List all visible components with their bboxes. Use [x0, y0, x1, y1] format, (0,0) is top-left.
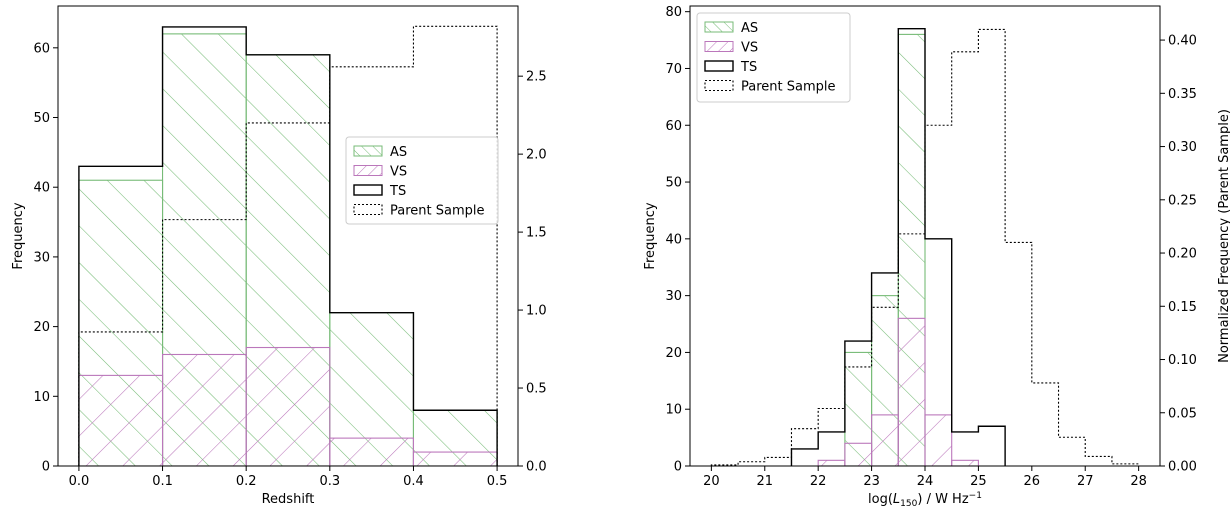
- y2-tick-label: 2.5: [526, 70, 547, 85]
- y-tick-label: 80: [665, 5, 682, 20]
- legend-label-vs: VS: [390, 165, 407, 180]
- legend-swatch-vs: [704, 41, 734, 52]
- x-tick-label: 0.1: [152, 474, 173, 489]
- x-axis-label-part: −1: [969, 491, 982, 501]
- legend-box: [696, 12, 851, 103]
- x-tick-label: 23: [863, 474, 880, 489]
- y-tick-label: 30: [665, 289, 682, 304]
- bar-vs: [817, 459, 846, 466]
- legend-swatch-ts: [704, 60, 734, 72]
- legend: AS VS TS Parent Sample: [345, 136, 499, 225]
- y-tick-label: 10: [665, 403, 682, 418]
- y-axis-label: Frequency: [643, 202, 658, 269]
- y-tick-label: 60: [33, 41, 50, 56]
- bar-vs: [844, 442, 873, 466]
- x-axis-label-part: 150: [900, 499, 917, 509]
- x-tick-label: 22: [810, 474, 827, 489]
- x-tick-label: 20: [703, 474, 720, 489]
- x-tick-label: 21: [756, 474, 773, 489]
- x-tick-label: 25: [970, 474, 987, 489]
- plot-area: [710, 28, 1140, 466]
- y-tick-label: 60: [665, 119, 682, 134]
- y-tick-label: 20: [33, 320, 50, 335]
- step-ts: [790, 28, 1006, 466]
- x-tick-label: 27: [1077, 474, 1094, 489]
- y2-tick-label: 0.35: [1168, 87, 1197, 102]
- y-tick-label: 50: [665, 176, 682, 191]
- x-tick-label: 0.3: [319, 474, 340, 489]
- legend-label-ts: TS: [389, 184, 406, 199]
- legend-label-vs: VS: [741, 41, 758, 56]
- y2-tick-label: 1.0: [526, 304, 547, 319]
- bar-vs: [871, 414, 899, 466]
- legend-swatch-parent-sample: [353, 203, 383, 216]
- bar-vs: [412, 451, 498, 466]
- y-tick-label: 0: [42, 460, 50, 475]
- y-tick-label: 30: [33, 250, 50, 265]
- y2-tick-label: 0.10: [1168, 353, 1197, 368]
- x-tick-label: 28: [1130, 474, 1147, 489]
- y-tick-label: 0: [674, 460, 682, 475]
- x-tick-label: 0.2: [236, 474, 257, 489]
- y2-tick-label: 0.25: [1168, 193, 1197, 208]
- y2-tick-label: 2.0: [526, 148, 547, 163]
- legend-swatch-parent-sample: [704, 79, 734, 92]
- legend-swatch-as: [353, 145, 383, 157]
- legend: AS VS TS Parent Sample: [696, 12, 851, 103]
- bar-vs: [245, 346, 331, 466]
- y2-tick-label: 0.0: [526, 460, 547, 475]
- legend-label-ts: TS: [740, 60, 757, 75]
- y2-tick-label: 0.5: [526, 382, 547, 397]
- y2-tick-label: 0.05: [1168, 406, 1197, 421]
- x-axis-label-part: L: [893, 492, 900, 507]
- x-axis-label-part: ) / W Hz: [917, 492, 968, 507]
- bar-vs: [78, 374, 164, 466]
- x-tick-label: 26: [1024, 474, 1041, 489]
- y2-tick-label: 0.00: [1168, 460, 1197, 475]
- x-tick-label: 0.0: [69, 474, 90, 489]
- y2-tick-label: 1.5: [526, 226, 547, 241]
- bar-vs: [951, 459, 979, 466]
- y2-tick-label: 0.20: [1168, 247, 1197, 262]
- x-tick-label: 24: [917, 474, 934, 489]
- step-parent-sample: [78, 25, 498, 466]
- y2-tick-label: 0.40: [1168, 34, 1197, 49]
- y-tick-label: 70: [665, 62, 682, 77]
- x-axis-label: Redshift: [262, 492, 315, 507]
- y-tick-label: 10: [33, 390, 50, 405]
- redshift-histogram-panel: 0.0 0.1 0.2 0.3 0.4 0.5 0 10 20 30 40 50 60 0.0 0.5 1.0…: [11, 5, 547, 507]
- x-tick-label: 0.4: [403, 474, 424, 489]
- bar-vs: [924, 414, 953, 466]
- plot-area: [78, 25, 498, 466]
- axes-frame: [57, 5, 519, 467]
- x-axis-label: log(L150) / W Hz−1: [868, 491, 982, 509]
- y-axis-label: Frequency: [11, 202, 26, 269]
- bar-vs: [161, 353, 247, 466]
- legend-swatch-as: [704, 21, 734, 33]
- y2-tick-label: 0.30: [1168, 140, 1197, 155]
- legend-box: [345, 136, 499, 225]
- luminosity-histogram-panel: 20 21 22 23 24 25 26 27 28 0 10 20 30 40 50 60 70 80 0.00 0…: [643, 5, 1230, 509]
- legend-label-parent-sample: Parent Sample: [390, 204, 485, 219]
- step-ts: [78, 26, 498, 466]
- legend-label-as: AS: [741, 21, 758, 36]
- bar-vs: [329, 437, 415, 466]
- legend-swatch-vs: [353, 165, 383, 176]
- legend-swatch-ts: [353, 184, 383, 196]
- x-axis-label-part: log(: [868, 492, 893, 507]
- legend-label-parent-sample: Parent Sample: [741, 80, 836, 95]
- y-tick-label: 40: [665, 232, 682, 247]
- y2-tick-label: 0.15: [1168, 300, 1197, 315]
- y2-axis-label: Normalized Frequency (Parent Sample): [1217, 109, 1230, 363]
- bar-vs: [897, 317, 926, 466]
- y-tick-label: 20: [665, 346, 682, 361]
- x-tick-label: 0.5: [487, 474, 508, 489]
- y-tick-label: 40: [33, 181, 50, 196]
- step-parent-sample: [710, 28, 1140, 466]
- y-tick-label: 50: [33, 111, 50, 126]
- legend-label-as: AS: [390, 145, 407, 160]
